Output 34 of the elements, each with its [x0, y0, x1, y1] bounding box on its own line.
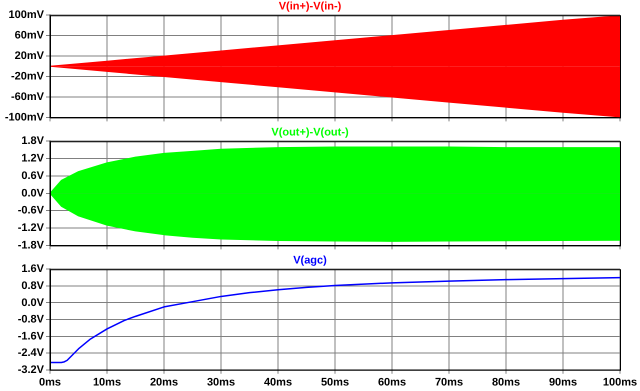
x-tick-label: 20ms: [150, 376, 178, 388]
y-tick-label: -1.8V: [18, 239, 45, 252]
y-tick-label: 0.8V: [21, 280, 45, 292]
y-tick-label: -0.8V: [18, 314, 45, 326]
x-tick-label: 100ms: [602, 376, 638, 388]
y-tick-label: 0.0V: [21, 187, 45, 200]
chart-title: V(out+)-V(out-): [271, 126, 349, 139]
x-tick-label: 70ms: [434, 376, 464, 388]
y-tick-label: -100mV: [4, 111, 45, 124]
x-tick-label: 60ms: [378, 376, 406, 388]
y-tick-label: -1.2V: [18, 222, 45, 234]
x-tick-label: 90ms: [548, 376, 578, 388]
x-tick-label: 10ms: [92, 376, 122, 388]
y-tick-label: -1.6V: [18, 330, 45, 342]
y-tick-label: -60mV: [10, 90, 45, 103]
y-tick-label: -20mV: [10, 70, 45, 83]
x-tick-label: 0ms: [38, 376, 62, 388]
y-tick-label: 100mV: [8, 9, 45, 22]
x-tick-label: 30ms: [206, 376, 236, 388]
y-tick-label: 1.2V: [21, 152, 45, 165]
x-tick-label: 50ms: [320, 376, 350, 388]
x-tick-label: 80ms: [492, 376, 520, 388]
y-tick-label: -0.6V: [18, 204, 45, 217]
y-tick-label: -2.4V: [18, 347, 45, 360]
chart-title: V(agc): [293, 254, 328, 267]
y-tick-label: 1.6V: [21, 263, 45, 276]
y-tick-label: -3.2V: [18, 364, 45, 376]
y-tick-label: 0.6V: [21, 170, 45, 182]
x-tick-label: 40ms: [264, 376, 292, 388]
y-tick-label: 60mV: [14, 30, 45, 42]
y-tick-label: 1.8V: [21, 135, 45, 148]
y-tick-label: 20mV: [14, 50, 45, 62]
y-tick-label: 0.0V: [21, 296, 45, 309]
chart-title: V(in+)-V(in-): [278, 0, 342, 13]
